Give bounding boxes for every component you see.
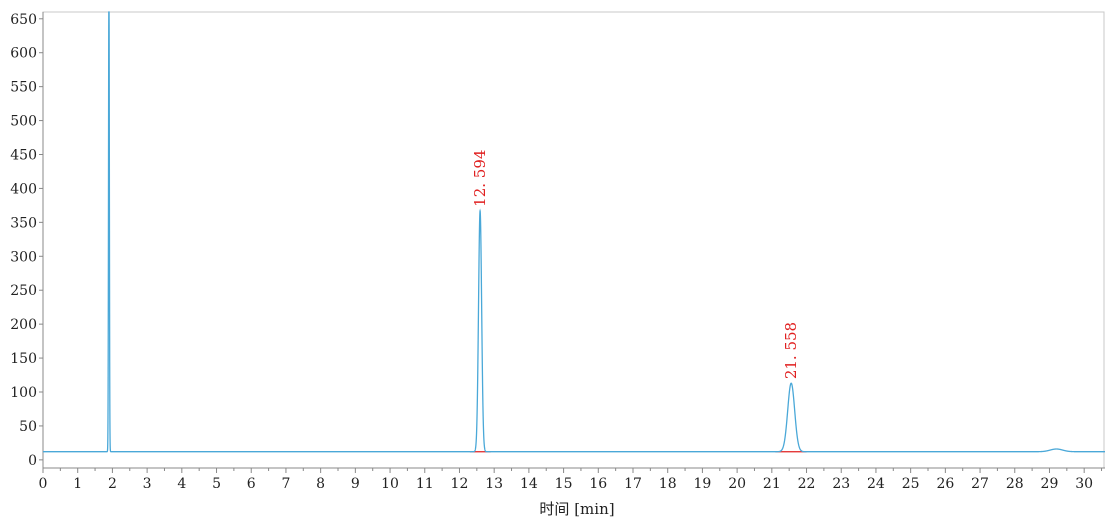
x-tick-label: 26 (936, 476, 954, 492)
y-tick-label: 50 (19, 419, 37, 435)
chromatogram-trace (43, 11, 1105, 453)
x-tick-label: 21 (763, 476, 781, 492)
y-tick-label: 150 (10, 351, 37, 367)
x-tick-label: 2 (108, 476, 117, 492)
x-tick-label: 27 (971, 476, 989, 492)
y-tick-label: 100 (10, 385, 37, 401)
y-tick-label: 300 (10, 249, 37, 265)
x-tick-label: 19 (693, 476, 711, 492)
y-tick-label: 250 (10, 283, 37, 299)
x-tick-label: 7 (281, 476, 290, 492)
x-tick-label: 28 (1006, 476, 1024, 492)
y-tick-label: 650 (10, 12, 37, 28)
y-tick-label: 200 (10, 317, 37, 333)
y-tick-label: 450 (10, 148, 37, 164)
x-tick-label: 23 (832, 476, 850, 492)
x-tick-label: 30 (1075, 476, 1093, 492)
x-tick-label: 22 (798, 476, 816, 492)
x-tick-label: 8 (316, 476, 325, 492)
x-tick-label: 0 (39, 476, 48, 492)
x-tick-label: 14 (520, 476, 538, 492)
chart-axes (42, 11, 1105, 469)
x-tick-label: 24 (867, 476, 885, 492)
y-tick-label: 550 (10, 80, 37, 96)
x-tick-label: 5 (212, 476, 221, 492)
y-tick-label: 350 (10, 215, 37, 231)
x-tick-label: 25 (902, 476, 920, 492)
x-tick-label: 10 (381, 476, 399, 492)
y-tick-label: 0 (28, 453, 37, 469)
y-axis-ticks: 0 50 100 150 200 250 300 350 400 450 500 550 600 650 (10, 12, 43, 469)
x-tick-label: 18 (659, 476, 677, 492)
y-tick-label: 500 (10, 114, 37, 130)
x-tick-label: 3 (143, 476, 152, 492)
x-axis-ticks: 0 1 2 3 4 5 6 7 8 9 10 11 12 13 14 15 16 17 18 19 20 21 22 23 24… (39, 468, 1103, 492)
x-tick-label: 13 (485, 476, 503, 492)
x-tick-label: 12 (451, 476, 469, 492)
x-tick-label: 11 (416, 476, 434, 492)
y-tick-label: 400 (10, 181, 37, 197)
x-tick-label: 29 (1041, 476, 1059, 492)
x-tick-label: 9 (351, 476, 360, 492)
peak-label: 12. 594 (471, 150, 489, 207)
peak-annotations: 12. 594 21. 558 (471, 150, 800, 380)
y-tick-label: 600 (10, 46, 37, 62)
x-tick-label: 1 (73, 476, 82, 492)
peak-label: 21. 558 (782, 322, 800, 379)
x-axis-title: 时间 [min] (539, 500, 614, 518)
x-tick-label: 17 (624, 476, 642, 492)
plot-frame (42, 11, 1105, 469)
x-tick-label: 4 (177, 476, 186, 492)
x-tick-label: 20 (728, 476, 746, 492)
x-tick-label: 16 (589, 476, 607, 492)
x-tick-label: 15 (555, 476, 573, 492)
chromatogram-traces (43, 11, 1105, 453)
x-tick-label: 6 (247, 476, 256, 492)
